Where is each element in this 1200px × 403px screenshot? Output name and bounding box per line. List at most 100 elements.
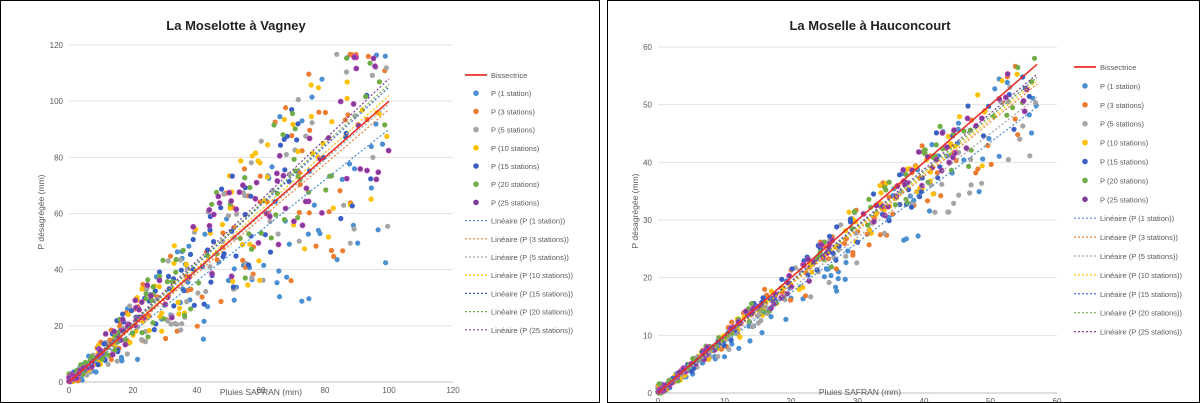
data-point bbox=[317, 230, 323, 237]
data-point bbox=[871, 218, 877, 225]
trend-line bbox=[68, 78, 390, 383]
data-point bbox=[367, 60, 373, 66]
data-point bbox=[283, 105, 289, 111]
data-point bbox=[357, 166, 364, 172]
data-point bbox=[924, 198, 931, 204]
data-point bbox=[190, 223, 197, 230]
data-point bbox=[833, 257, 839, 263]
data-point bbox=[938, 193, 944, 199]
bisector-line bbox=[657, 63, 1038, 394]
data-point bbox=[783, 316, 789, 322]
data-point bbox=[965, 103, 971, 109]
data-point bbox=[206, 206, 213, 213]
data-point bbox=[178, 267, 184, 273]
data-point bbox=[384, 133, 390, 139]
data-point bbox=[262, 232, 268, 238]
data-point bbox=[830, 250, 836, 256]
legend-label: Bissectrice bbox=[491, 71, 527, 80]
chart-title: La Moselotte à Vagney bbox=[166, 18, 306, 33]
data-point bbox=[179, 321, 185, 327]
data-point bbox=[326, 209, 332, 215]
data-point bbox=[156, 269, 163, 275]
x-tick-label: 120 bbox=[446, 386, 460, 395]
data-point bbox=[246, 231, 252, 237]
x-tick-label: 0 bbox=[67, 386, 72, 395]
data-point bbox=[257, 173, 263, 179]
data-point bbox=[101, 341, 107, 347]
data-point bbox=[964, 115, 971, 122]
data-point bbox=[306, 296, 312, 302]
data-point bbox=[323, 187, 329, 193]
data-point bbox=[283, 151, 289, 158]
data-point bbox=[322, 109, 328, 116]
data-point bbox=[233, 253, 239, 259]
data-point bbox=[296, 209, 302, 216]
data-point bbox=[1031, 55, 1038, 61]
data-point bbox=[160, 257, 166, 263]
data-point bbox=[919, 182, 925, 189]
data-point bbox=[164, 279, 170, 285]
x-tick-label: 30 bbox=[853, 397, 862, 402]
data-point bbox=[245, 282, 251, 288]
data-point bbox=[248, 246, 255, 252]
data-point bbox=[741, 314, 747, 320]
data-point bbox=[181, 312, 188, 319]
data-point bbox=[1017, 136, 1023, 142]
legend-swatch-marker bbox=[473, 163, 479, 169]
data-point bbox=[214, 257, 220, 263]
data-point bbox=[1028, 130, 1035, 136]
legend-label: P (25 stations) bbox=[491, 198, 540, 207]
data-point bbox=[216, 200, 223, 206]
data-point bbox=[1026, 93, 1032, 99]
data-point bbox=[290, 218, 297, 225]
y-tick-label: 0 bbox=[59, 378, 64, 387]
data-point bbox=[200, 336, 206, 342]
data-point bbox=[350, 101, 357, 107]
data-point bbox=[351, 226, 357, 232]
data-point bbox=[881, 230, 888, 236]
data-point bbox=[271, 122, 277, 128]
chart-svg: 0 20 40 60 80 100 120 0 20 40 60 80 100 120 La Moselo… bbox=[36, 18, 573, 397]
data-point bbox=[967, 190, 973, 196]
legend-swatch-marker bbox=[1082, 139, 1088, 146]
data-point bbox=[979, 163, 985, 169]
x-tick-label: 40 bbox=[920, 397, 929, 402]
legend: Bissectrice P (1 station) P (3 stations) P … bbox=[465, 71, 573, 335]
data-point bbox=[1004, 112, 1010, 118]
data-point bbox=[186, 243, 192, 249]
legend-swatch-marker bbox=[1082, 158, 1088, 165]
legend-label: Bissectrice bbox=[1100, 63, 1136, 72]
data-point bbox=[368, 143, 374, 150]
data-point bbox=[955, 120, 962, 126]
data-point bbox=[340, 248, 346, 254]
legend-label: P (15 stations) bbox=[491, 162, 540, 171]
data-point bbox=[339, 176, 345, 182]
data-point bbox=[143, 296, 149, 302]
data-point bbox=[337, 188, 343, 194]
data-point bbox=[1015, 132, 1021, 138]
trend-line bbox=[68, 103, 390, 383]
data-point bbox=[273, 170, 280, 177]
data-point bbox=[221, 191, 227, 197]
x-axis-label: Pluies SAFRAN (mm) bbox=[819, 387, 901, 397]
data-point bbox=[383, 65, 389, 71]
data-point bbox=[308, 82, 314, 88]
data-point bbox=[276, 152, 283, 159]
data-point bbox=[249, 153, 255, 159]
data-point bbox=[980, 133, 987, 139]
data-point bbox=[937, 123, 943, 129]
legend-label: P (1 station) bbox=[491, 89, 532, 98]
data-point bbox=[760, 295, 766, 301]
data-point bbox=[253, 179, 260, 186]
data-point bbox=[370, 55, 377, 62]
data-point bbox=[175, 299, 181, 305]
data-point bbox=[207, 264, 213, 270]
data-point bbox=[136, 306, 142, 313]
data-point bbox=[1004, 71, 1011, 77]
data-point bbox=[185, 279, 191, 285]
data-point bbox=[220, 254, 226, 260]
data-point bbox=[919, 143, 925, 149]
legend-swatch-marker bbox=[473, 108, 479, 115]
data-point bbox=[207, 227, 213, 233]
data-point bbox=[238, 158, 244, 164]
